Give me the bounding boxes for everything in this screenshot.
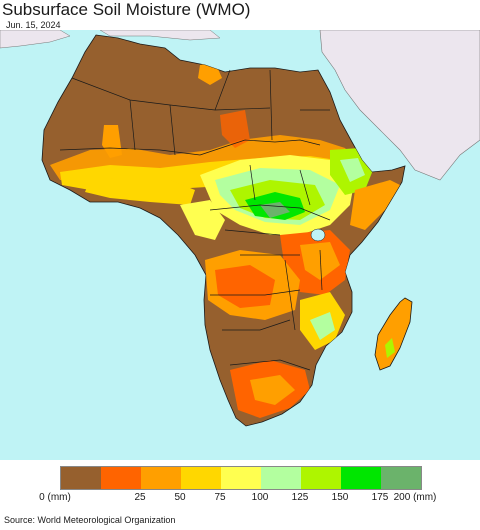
legend-swatch-3 (181, 467, 221, 489)
map-date: Jun. 15, 2024 (6, 20, 61, 30)
legend-label: 200 (mm) (393, 492, 437, 503)
legend-swatch-6 (301, 467, 341, 489)
legend-colorbar (60, 466, 422, 490)
legend-label: 50 (174, 492, 186, 503)
map-title: Subsurface Soil Moisture (WMO) (2, 0, 251, 19)
source-credit: Source: World Meteorological Organizatio… (4, 515, 176, 525)
legend-label: 150 (331, 492, 349, 503)
legend-swatch-7 (341, 467, 381, 489)
moisture-zones (50, 62, 400, 418)
europe-land-south (99, 30, 221, 41)
legend-label: 25 (134, 492, 146, 503)
legend-swatch-2 (141, 467, 181, 489)
legend-label: 75 (214, 492, 226, 503)
legend-label: 100 (251, 492, 269, 503)
legend-label: 175 (371, 492, 389, 503)
lake-victoria (310, 228, 326, 242)
arabia-land (319, 30, 480, 181)
legend-swatch-1 (101, 467, 141, 489)
red-sea (328, 70, 372, 158)
legend-swatch-8 (381, 467, 421, 489)
soil-moisture-map (0, 30, 480, 460)
country-borders (59, 69, 331, 371)
europe-land (0, 30, 71, 49)
legend-label: 125 (291, 492, 309, 503)
legend-swatch-4 (221, 467, 261, 489)
legend-labels: 0 (mm) 25 50 75 100 125 150 175 200 (mm) (0, 492, 480, 506)
legend-label: 0 (mm) (39, 492, 71, 503)
map-area (0, 30, 480, 460)
madagascar (374, 297, 413, 371)
legend-swatch-0 (61, 467, 101, 489)
legend-swatch-5 (261, 467, 301, 489)
